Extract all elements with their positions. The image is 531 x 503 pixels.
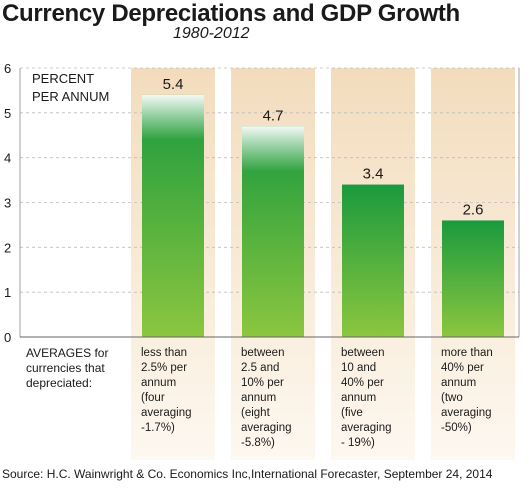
unit-line: PER ANNUM xyxy=(32,89,110,104)
category-label-line: more than xyxy=(441,347,493,359)
y-axis-unit-label: PERCENT PER ANNUM xyxy=(32,70,109,106)
unit-line: PERCENT xyxy=(32,71,95,86)
category-label-line: -5.8%) xyxy=(241,437,275,449)
row-label-line: currencies that xyxy=(26,361,105,375)
chart-subtitle: 1980-2012 xyxy=(173,25,250,42)
chart-title: Currency Depreciations and GDP Growth xyxy=(2,0,460,27)
category-label-line: averaging xyxy=(441,407,492,419)
category-label-line: annum xyxy=(341,392,377,404)
bar-value-label: 5.4 xyxy=(163,76,184,93)
y-tick-label: 5 xyxy=(4,106,11,121)
category-row-label: AVERAGES for currencies that depreciated… xyxy=(26,346,126,391)
category-label-line: averaging xyxy=(141,407,192,419)
category-label-line: between xyxy=(341,347,385,359)
category-label-line: - 19%) xyxy=(341,437,375,449)
y-tick-label: 1 xyxy=(4,285,11,300)
category-label-line: 40% per xyxy=(441,362,484,374)
category-label-line: 10% per xyxy=(241,377,284,389)
category-label-line: averaging xyxy=(341,422,392,434)
category-label-line: 40% per xyxy=(341,377,384,389)
row-label-line: depreciated: xyxy=(26,376,93,390)
category-label-line: (five xyxy=(341,407,363,419)
category-label: less than 2.5% per annum (four averaging -1.7… xyxy=(141,346,192,436)
bar-highlight xyxy=(242,126,304,172)
category-label-line: -1.7%) xyxy=(141,422,175,434)
category-label-line: (two xyxy=(441,392,463,404)
category-label-line: annum xyxy=(441,377,477,389)
category-label-line: between xyxy=(241,347,285,359)
category-label-line: 2.5% per xyxy=(141,362,188,374)
category-label-line: annum xyxy=(141,377,177,389)
category-label: more than 40% per annum (two averaging -50%) xyxy=(441,346,493,436)
category-label-line: 10 and xyxy=(341,362,377,374)
bar-highlight xyxy=(142,94,204,140)
bar-value-label: 2.6 xyxy=(463,201,484,218)
category-label-line: 2.5 and xyxy=(241,362,280,374)
category-label-line: annum xyxy=(241,392,277,404)
row-label-line: AVERAGES for xyxy=(26,346,109,360)
category-label-line: -50%) xyxy=(441,422,472,434)
bar xyxy=(342,184,404,337)
y-tick-label: 3 xyxy=(4,196,11,211)
bar-value-label: 3.4 xyxy=(363,166,384,183)
bar-value-label: 4.7 xyxy=(263,107,284,124)
y-tick-label: 0 xyxy=(4,330,11,345)
category-label-line: (four xyxy=(141,392,165,404)
category-label-line: (eight xyxy=(241,407,270,419)
category-label: between 10 and 40% per annum (five averaging -… xyxy=(341,346,392,451)
y-tick-label: 2 xyxy=(4,240,11,255)
source-note: Source: H.C. Wainwright & Co. Economics … xyxy=(2,467,493,481)
category-label: between 2.5 and 10% per annum (eight averagin… xyxy=(241,346,292,451)
bar xyxy=(442,220,504,337)
y-tick-label: 4 xyxy=(4,151,11,166)
category-label-line: averaging xyxy=(241,422,292,434)
category-label-line: less than xyxy=(141,347,188,359)
y-tick-label: 6 xyxy=(4,61,11,76)
